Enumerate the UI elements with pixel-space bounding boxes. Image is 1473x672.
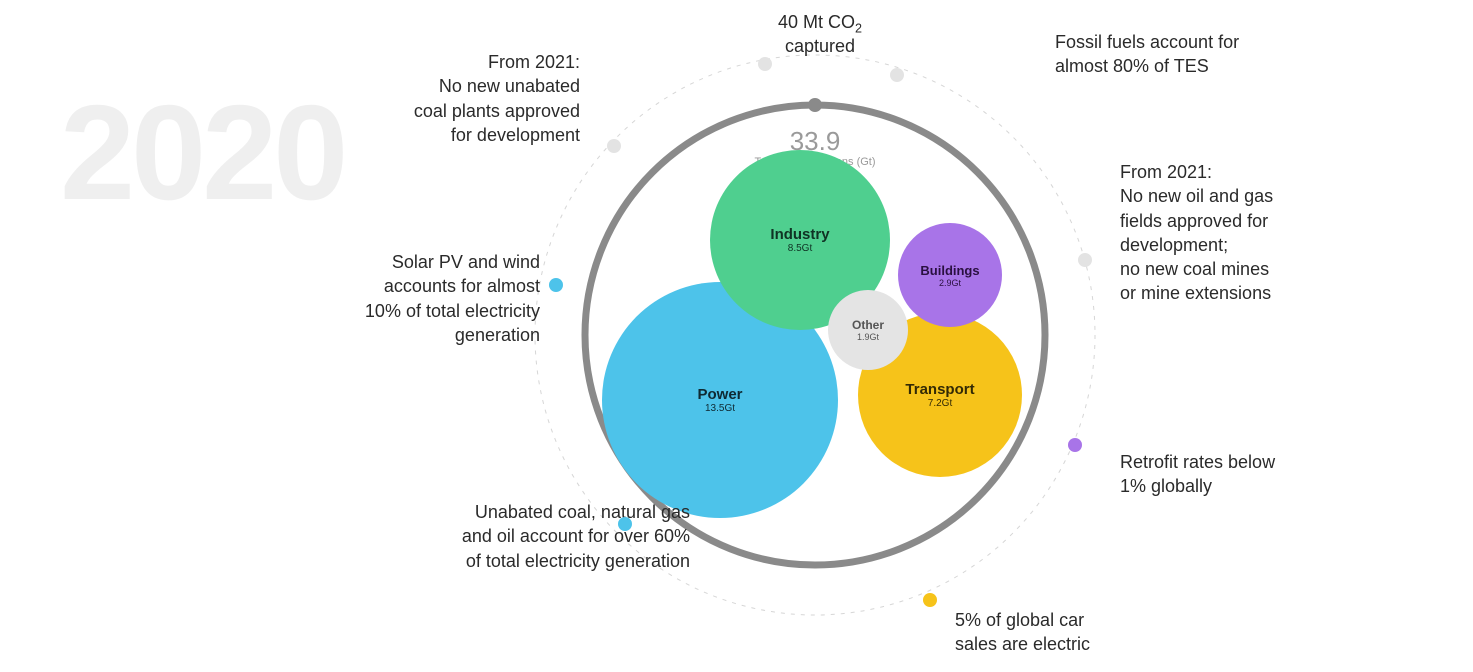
bubble-label: Industry [770,226,829,243]
bubble-value: 1.9Gt [857,332,879,342]
annotation-dot-ev [923,593,937,607]
bubble-label: Other [852,318,884,332]
bubble-label: Transport [905,381,974,398]
bubble-value: 8.5Gt [788,243,812,254]
center-top-dot [808,98,822,112]
annotation-dot-oil-gas [1078,253,1092,267]
annotation-dot-fossil-tes [890,68,904,82]
annotation-retrofit: Retrofit rates below1% globally [1120,450,1370,499]
bubble-label: Buildings [920,263,979,278]
annotation-dot-co2-captured [758,57,772,71]
annotation-solar-wind: Solar PV and windaccounts for almost10% … [290,250,540,347]
annotation-coal-plants: From 2021:No new unabatedcoal plants app… [330,50,580,147]
annotation-dot-coal-plants [607,139,621,153]
bubble-other: Other1.9Gt [828,290,908,370]
annotation-ev: 5% of global carsales are electric [955,608,1205,657]
bubble-buildings: Buildings2.9Gt [898,223,1002,327]
annotation-oil-gas: From 2021:No new oil and gasfields appro… [1120,160,1380,306]
bubble-value: 13.5Gt [705,403,735,414]
annotation-dot-retrofit [1068,438,1082,452]
annotation-dot-unabated [618,517,632,531]
bubble-value: 7.2Gt [928,398,952,409]
bubble-value: 2.9Gt [939,278,961,288]
infographic-stage: 2020 33.9 Total CO2 emissions (Gt) Power… [0,0,1473,672]
annotation-fossil-tes: Fossil fuels account foralmost 80% of TE… [1055,30,1315,79]
bubble-label: Power [697,386,742,403]
annotation-co2-captured: 40 Mt CO2captured [730,10,910,59]
annotation-dot-solar-wind [549,278,563,292]
annotation-unabated: Unabated coal, natural gasand oil accoun… [370,500,690,573]
